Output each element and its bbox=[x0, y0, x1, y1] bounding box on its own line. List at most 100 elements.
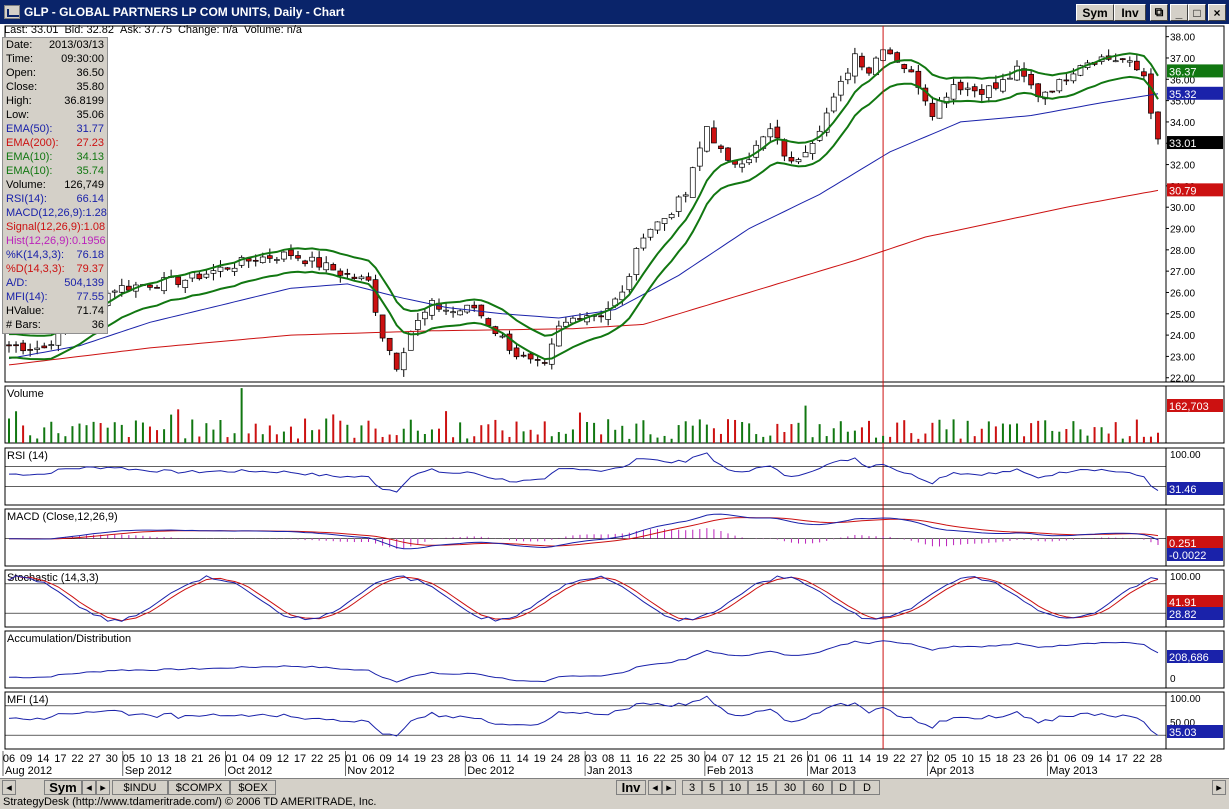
data-window-value: 31.77 bbox=[76, 123, 104, 135]
x-day-label: 04 bbox=[705, 753, 717, 765]
candle-body bbox=[640, 237, 647, 249]
mfi-panel-title: MFI (14) bbox=[7, 694, 49, 706]
x-day-label: 14 bbox=[1099, 753, 1111, 765]
x-day-label: 05 bbox=[123, 753, 135, 765]
minimize-icon[interactable]: _ bbox=[1170, 4, 1188, 21]
stoch-panel-title: Stochastic (14,3,3) bbox=[7, 572, 99, 584]
inv-tab[interactable]: Inv bbox=[616, 780, 646, 795]
ad-tag-box bbox=[1167, 650, 1223, 663]
price-tick-label: 26.00 bbox=[1170, 288, 1195, 299]
candle-body bbox=[555, 325, 562, 347]
candle-body bbox=[344, 273, 351, 275]
candle-body bbox=[936, 100, 943, 119]
sym-button[interactable]: Sym bbox=[1076, 4, 1114, 21]
data-window-label: Hist(12,26,9): bbox=[6, 235, 73, 247]
scroll-left-icon[interactable]: ◂ bbox=[2, 780, 16, 795]
candle-body bbox=[485, 318, 492, 326]
candle-body bbox=[478, 304, 485, 317]
period-tab-3[interactable]: 3 bbox=[682, 780, 702, 795]
data-window-value: 2013/03/13 bbox=[48, 39, 104, 51]
candle-body bbox=[901, 64, 908, 70]
period-prev-icon[interactable]: ◂ bbox=[648, 780, 662, 795]
candle-body bbox=[330, 264, 337, 271]
symbol-tab-indu[interactable]: $INDU bbox=[112, 780, 168, 795]
candle-body bbox=[288, 249, 294, 257]
price-tag-label: 36.37 bbox=[1169, 66, 1197, 78]
ad-line bbox=[8, 640, 1159, 683]
candle-body bbox=[725, 147, 731, 161]
x-day-label: 01 bbox=[225, 753, 237, 765]
period-tab-5[interactable]: 5 bbox=[702, 780, 722, 795]
candle-body bbox=[647, 228, 654, 238]
candle-body bbox=[266, 255, 273, 259]
candle-body bbox=[788, 157, 795, 162]
data-window-value: 36.50 bbox=[76, 67, 104, 79]
volume-panel-frame bbox=[4, 385, 1167, 444]
candle-body bbox=[1000, 79, 1006, 92]
candle-body bbox=[859, 55, 865, 68]
rsi-axis-label: 100.00 bbox=[1170, 450, 1201, 461]
candle-body bbox=[682, 194, 689, 197]
candle-body bbox=[993, 82, 999, 89]
candle-body bbox=[281, 251, 287, 260]
candle-body bbox=[668, 214, 675, 219]
candle-body bbox=[295, 255, 301, 259]
rsi-tag-label: 31.46 bbox=[1169, 484, 1197, 496]
chart-area[interactable]: 38.0037.0036.0035.0034.0033.0032.0031.00… bbox=[0, 24, 1229, 778]
x-day-label: 09 bbox=[260, 753, 272, 765]
data-window-row: %K(14,3,3): 76.18 bbox=[3, 248, 107, 262]
period-tab-15[interactable]: 15 bbox=[748, 780, 776, 795]
symbol-tab-compx[interactable]: $COMPX bbox=[168, 780, 230, 795]
period-next-icon[interactable]: ▸ bbox=[662, 780, 676, 795]
inv-button[interactable]: Inv bbox=[1114, 4, 1146, 21]
candle-body bbox=[541, 362, 548, 364]
candle-body bbox=[1070, 73, 1077, 82]
stoch-axis-label: 100.00 bbox=[1170, 572, 1201, 583]
data-window-row: Hist(12,26,9): 0.1956 bbox=[3, 234, 107, 248]
data-window-label: %D(14,3,3): bbox=[6, 263, 65, 275]
x-day-label: 28 bbox=[568, 753, 580, 765]
period-tab-daily-2[interactable]: D bbox=[854, 780, 880, 795]
maximize-icon[interactable]: □ bbox=[1188, 4, 1206, 21]
data-window-label: EMA(10): bbox=[6, 165, 53, 177]
data-window-value: 35.80 bbox=[76, 81, 104, 93]
data-window-row: Low: 35.06 bbox=[3, 108, 107, 122]
candle-body bbox=[626, 276, 633, 291]
sym-tab[interactable]: Sym bbox=[44, 780, 82, 795]
x-day-label: 24 bbox=[551, 753, 563, 765]
period-tab-daily[interactable]: D bbox=[832, 780, 854, 795]
candlestick-series bbox=[6, 47, 1161, 377]
x-day-label: 22 bbox=[71, 753, 83, 765]
scroll-right-icon[interactable]: ▸ bbox=[1212, 780, 1226, 795]
tab-prev-icon[interactable]: ◂ bbox=[82, 780, 96, 795]
candle-body bbox=[661, 218, 668, 224]
data-window-value: 34.13 bbox=[76, 151, 104, 163]
candle-body bbox=[471, 304, 478, 309]
x-day-label: 08 bbox=[602, 753, 614, 765]
candle-body bbox=[274, 259, 280, 261]
detach-icon[interactable]: ⧉ bbox=[1150, 4, 1168, 21]
data-window-label: A/D: bbox=[6, 277, 28, 289]
data-window-row: EMA(50): 31.77 bbox=[3, 122, 107, 136]
stoch-tag-box bbox=[1167, 595, 1223, 608]
data-window-value: 1.28 bbox=[85, 207, 107, 219]
candle-body bbox=[1014, 65, 1020, 81]
candle-body bbox=[1077, 65, 1084, 76]
macd-tag-box bbox=[1167, 536, 1223, 549]
data-window-label: Signal(12,26,9): bbox=[6, 221, 84, 233]
candle-body bbox=[718, 145, 724, 149]
symbol-tab-oex[interactable]: $OEX bbox=[230, 780, 276, 795]
tab-next-icon[interactable]: ▸ bbox=[96, 780, 110, 795]
period-tab-10[interactable]: 10 bbox=[722, 780, 748, 795]
bid-price: Bid: 32.82 bbox=[64, 24, 114, 36]
close-icon[interactable]: × bbox=[1208, 4, 1226, 21]
candle-body bbox=[527, 353, 534, 360]
data-window-row: HValue: 71.74 bbox=[3, 304, 107, 318]
data-window-label: High: bbox=[6, 95, 32, 107]
chart-canvas[interactable]: 38.0037.0036.0035.0034.0033.0032.0031.00… bbox=[0, 24, 1229, 778]
candle-body bbox=[6, 344, 12, 347]
period-tab-60[interactable]: 60 bbox=[804, 780, 832, 795]
data-window-row: EMA(10): 34.13 bbox=[3, 150, 107, 164]
period-tab-30[interactable]: 30 bbox=[776, 780, 804, 795]
rsi-axis-frame bbox=[1165, 447, 1225, 506]
